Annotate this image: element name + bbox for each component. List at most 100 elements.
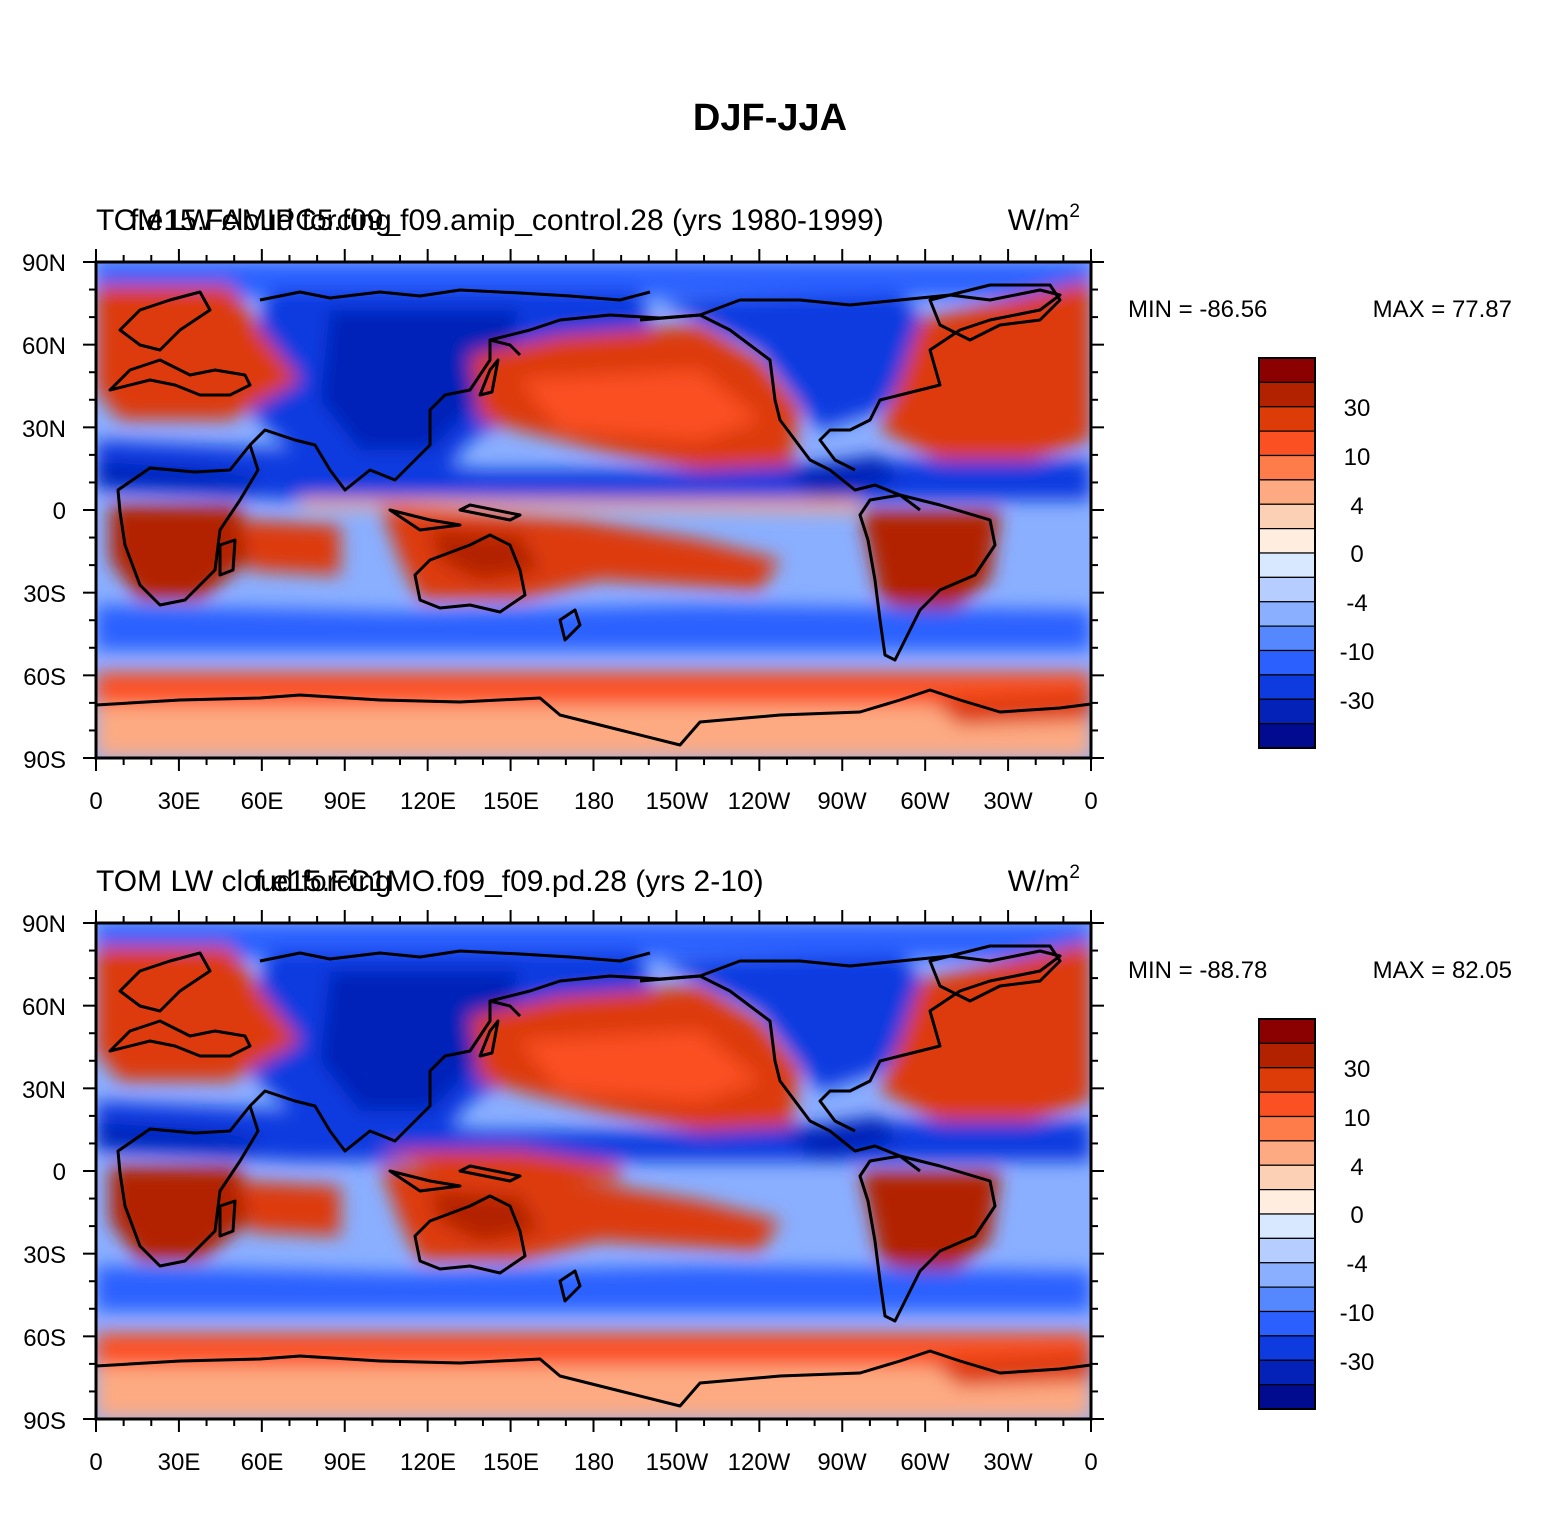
field-australia-core: [430, 1191, 540, 1241]
field-africa-warm: [110, 505, 250, 600]
coast-scandinavia: [118, 290, 212, 352]
field-australia-core: [430, 530, 540, 580]
lat-label: 30N: [22, 416, 66, 443]
field-antarctica: [96, 705, 1091, 758]
field-south-america: [860, 510, 1000, 620]
panel-top-variable-title: TOM LW cloud forcing: [96, 204, 392, 237]
colorbar-swatch: [1258, 479, 1316, 505]
field-southern-ring: [96, 672, 1091, 710]
panel-top-min-label: MIN = -86.56: [1128, 296, 1267, 323]
field-africa-warm: [110, 1166, 250, 1261]
field-south-america: [860, 1171, 1000, 1281]
field-southern-ring: [96, 1333, 1091, 1371]
coast-indonesia: [388, 1164, 522, 1193]
lon-label: 30W: [983, 788, 1033, 815]
panel-bottom-variable-title: TOM LW cloud forcing: [96, 865, 392, 898]
colorbar-swatch: [1258, 1286, 1316, 1313]
lat-label: 30S: [23, 581, 66, 608]
coast-madagascar: [218, 538, 237, 577]
coast-madagascar: [218, 1199, 237, 1238]
colorbar-tick-label: 30: [1344, 1056, 1371, 1083]
colorbar-swatch: [1258, 601, 1316, 627]
coast-japan: [478, 358, 500, 397]
colorbar-swatch: [1258, 430, 1316, 457]
colorbar-swatch: [1258, 1359, 1316, 1386]
field-north-pacific-core: [520, 370, 760, 440]
lon-label: 0: [89, 788, 102, 815]
lon-label: 180: [574, 1449, 614, 1476]
panel-top-units: W/m2: [1008, 201, 1080, 237]
lon-label: 60E: [241, 788, 284, 815]
map-top-ticks: [83, 249, 1104, 771]
lon-label: 60W: [900, 1449, 950, 1476]
colorbar-swatch: [1258, 1310, 1316, 1337]
lon-label: 120E: [400, 788, 456, 815]
lon-label: 30W: [983, 1449, 1033, 1476]
colorbar-swatch: [1258, 1042, 1316, 1069]
lat-label: 60N: [22, 994, 66, 1021]
colorbar-frame: [1258, 1018, 1316, 1410]
map-bottom: [96, 923, 1091, 1419]
coast-africa: [116, 443, 260, 607]
coastlines-top: [96, 283, 1091, 747]
lat-label: 30S: [23, 1242, 66, 1269]
field-antarctica-east: [930, 1351, 1091, 1386]
colorbar-swatch: [1258, 698, 1316, 725]
field-indian-ocean: [240, 1181, 340, 1236]
coast-africa: [116, 1104, 260, 1268]
colorbar-swatch: [1258, 1237, 1316, 1264]
colorbar-swatch: [1258, 1091, 1316, 1118]
coast-greenland: [928, 944, 1062, 1003]
colorbar-top: [1258, 357, 1316, 749]
coast-arabia-india: [248, 338, 522, 492]
colorbar-tick-label: 10: [1344, 1105, 1371, 1132]
colorbar-tick-label: 30: [1344, 395, 1371, 422]
lat-label: 90N: [22, 911, 66, 938]
colorbar-swatch: [1258, 1262, 1316, 1288]
coast-europe: [108, 358, 252, 397]
colorbar-tick-label: -10: [1340, 639, 1375, 666]
coast-japan: [478, 1019, 500, 1058]
coast-new-zealand: [558, 1269, 582, 1303]
coast-scandinavia: [118, 951, 212, 1013]
colorbar-swatch: [1258, 357, 1316, 383]
colorbar-tick-label: 0: [1350, 541, 1363, 568]
panel-bottom-units: W/m2: [1008, 862, 1080, 898]
colorbar-tick-label: 4: [1350, 493, 1363, 520]
panel-top-max-label: MAX = 77.87: [1373, 296, 1512, 323]
colorbar-swatch: [1258, 1213, 1316, 1239]
field-north-atlantic: [880, 280, 1091, 470]
coast-australia: [413, 533, 527, 614]
panel-bottom-lat-labels: 90N 60N 30N 0 30S 60S 90S: [22, 911, 66, 1435]
lat-label: 90N: [22, 250, 66, 277]
colorbar-tick-label: -4: [1346, 590, 1367, 617]
coast-south-america: [858, 493, 997, 662]
colorbar-swatch: [1258, 649, 1316, 676]
panel-bottom-lon-labels: 0 30E 60E 90E 120E 150E 180 150W 120W 90…: [89, 1449, 1097, 1476]
lat-label: 90S: [23, 1408, 66, 1435]
lat-label: 60N: [22, 333, 66, 360]
field-southern-cold: [96, 1266, 1091, 1311]
coast-europe: [108, 1019, 252, 1058]
lat-label: 90S: [23, 747, 66, 774]
lon-label: 0: [1084, 1449, 1097, 1476]
panel-bottom-max-label: MAX = 82.05: [1373, 957, 1512, 984]
lon-label: 150W: [646, 1449, 709, 1476]
coast-australia: [413, 1194, 527, 1275]
colorbar-swatch: [1258, 1384, 1316, 1410]
colorbar-tick-label: -30: [1340, 688, 1375, 715]
coast-antarctica: [96, 688, 1091, 747]
panel-top-units-sup: 2: [1069, 201, 1080, 222]
lat-label: 30N: [22, 1077, 66, 1104]
colorbar-swatch: [1258, 1164, 1316, 1191]
field-eurasia-core: [320, 310, 520, 450]
field-north-atlantic: [880, 941, 1091, 1131]
lat-label: 60S: [23, 664, 66, 691]
colorbar-swatch: [1258, 528, 1316, 554]
coast-siberia: [259, 288, 651, 302]
coast-antarctica: [96, 1349, 1091, 1408]
lon-label: 120W: [728, 1449, 791, 1476]
coast-east-asia: [489, 974, 921, 1173]
coast-siberia: [259, 949, 651, 963]
lon-label: 0: [89, 1449, 102, 1476]
